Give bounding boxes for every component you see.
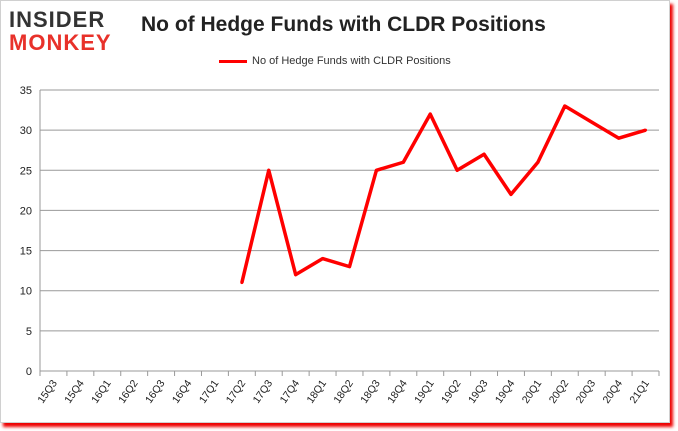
x-tick-label: 18Q4	[385, 378, 410, 406]
x-tick-label: 19Q4	[493, 378, 518, 406]
y-tick-label: 30	[20, 125, 32, 137]
data-point	[294, 273, 298, 277]
x-tick-label: 20Q3	[574, 378, 599, 406]
y-tick-label: 20	[20, 205, 32, 217]
x-tick-label: 20Q2	[547, 378, 572, 406]
x-tick-label: 17Q1	[197, 378, 222, 406]
series-line	[240, 104, 647, 284]
data-point	[455, 168, 459, 172]
legend-swatch	[219, 59, 247, 63]
x-tick-label: 18Q2	[331, 378, 356, 406]
y-tick-label: 35	[20, 85, 32, 97]
legend-label: No of Hedge Funds with CLDR Positions	[252, 55, 451, 67]
y-tick-label: 10	[20, 286, 32, 298]
x-tick-label: 15Q3	[35, 378, 60, 406]
logo-line2: MONKEY	[9, 30, 112, 55]
y-tick-label: 15	[20, 246, 32, 258]
x-tick-label: 18Q3	[358, 378, 383, 406]
x-tick-label: 17Q3	[251, 378, 276, 406]
y-tick-label: 5	[26, 326, 32, 338]
data-point	[428, 112, 432, 116]
x-tick-label: 19Q1	[412, 378, 437, 406]
x-tick-label: 17Q2	[224, 378, 249, 406]
data-point	[401, 160, 405, 164]
x-tick-label: 21Q1	[627, 378, 652, 406]
data-point	[348, 265, 351, 269]
data-point	[509, 192, 513, 196]
data-point	[563, 104, 567, 108]
x-tick-label: 16Q4	[170, 378, 195, 406]
x-tick-label: 16Q2	[116, 378, 141, 406]
x-tick-label: 17Q4	[278, 378, 303, 406]
data-point	[482, 152, 486, 156]
x-tick-label: 16Q1	[89, 378, 114, 406]
data-point	[617, 136, 621, 140]
data-point	[536, 160, 540, 164]
x-tick-label: 20Q1	[520, 378, 545, 406]
insider-monkey-logo: INSIDER MONKEY	[9, 9, 129, 57]
legend: No of Hedge Funds with CLDR Positions	[219, 55, 451, 67]
x-tick-label: 19Q3	[466, 378, 491, 406]
chart-title: No of Hedge Funds with CLDR Positions	[141, 13, 546, 36]
data-point	[321, 257, 325, 261]
logo-line1: INSIDER	[9, 7, 106, 32]
chart-frame: INSIDER MONKEY No of Hedge Funds with CL…	[0, 0, 670, 423]
y-tick-label: 0	[26, 366, 32, 378]
x-tick-label: 18Q1	[304, 378, 329, 406]
data-point	[590, 120, 594, 124]
data-point	[267, 168, 271, 172]
x-tick-label: 20Q4	[601, 378, 626, 406]
x-tick-label: 19Q2	[439, 378, 464, 406]
y-tick-label: 25	[20, 165, 32, 177]
data-point	[374, 168, 378, 172]
data-point	[240, 281, 244, 285]
x-tick-label: 16Q3	[143, 378, 168, 406]
data-point	[644, 128, 648, 132]
x-tick-label: 15Q4	[62, 378, 87, 406]
